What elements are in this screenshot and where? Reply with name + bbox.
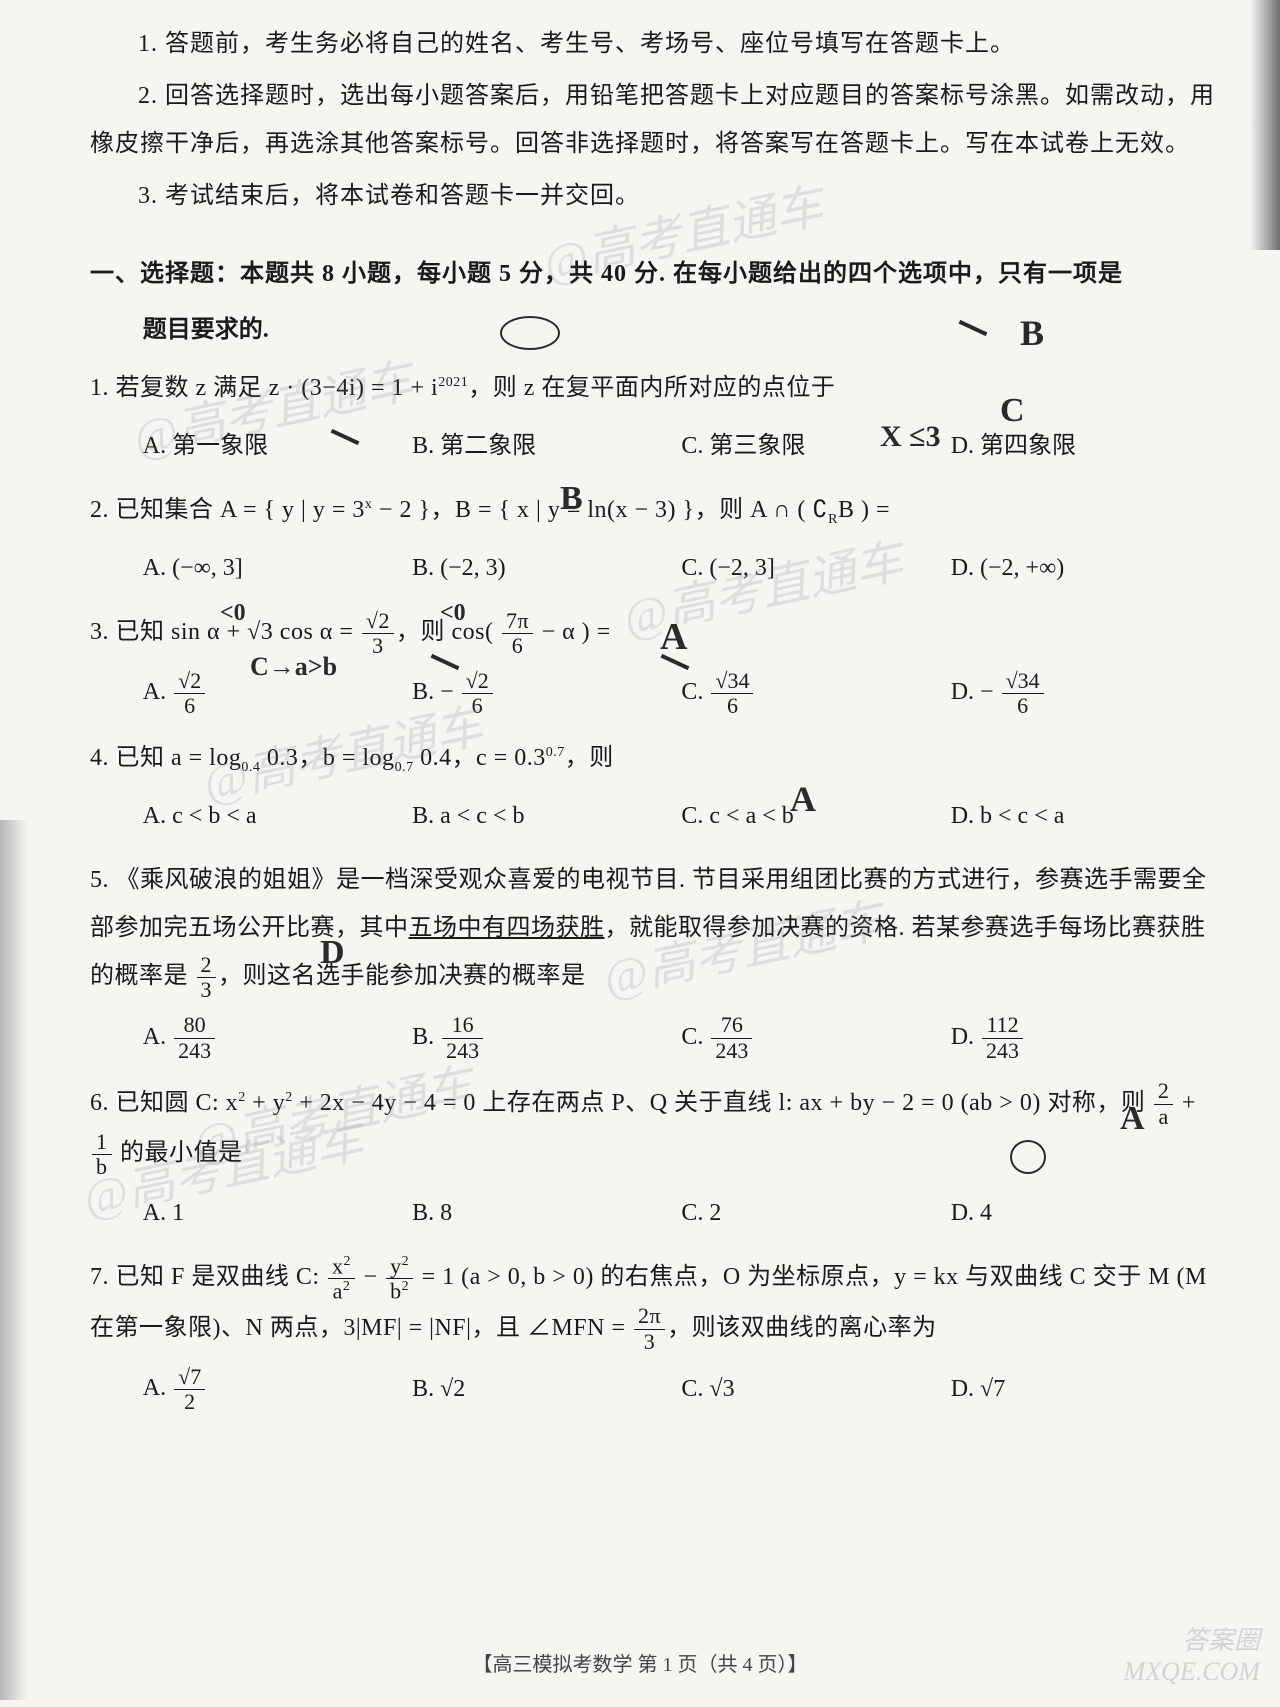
q4-opt-d: D. b < c < a xyxy=(951,786,1220,846)
instruction-3: 3. 考试结束后，将本试卷和答题卡一并交回。 xyxy=(90,172,1220,220)
q1-options: A. 第一象限 B. 第二象限 C. 第三象限 D. 第四象限 xyxy=(143,416,1220,476)
q7-stem: 7. 已知 F 是双曲线 C: x2a2 − y2b2 = 1 (a > 0, … xyxy=(90,1253,1220,1354)
q2-opt-b: B. (−2, 3) xyxy=(412,538,681,598)
q1-opt-b: B. 第二象限 xyxy=(412,416,681,476)
q2-opt-c: C. (−2, 3] xyxy=(681,538,950,598)
q7-opt-a: A. √72 xyxy=(143,1358,412,1420)
q5-stem: 5. 《乘风破浪的姐姐》是一档深受观众喜爱的电视节目. 节目采用组团比赛的方式进… xyxy=(90,856,1220,1002)
q6-opt-b: B. 8 xyxy=(412,1183,681,1243)
q4-options: A. c < b < a B. a < c < b C. c < a < b D… xyxy=(143,786,1220,846)
q6-opt-c: C. 2 xyxy=(681,1183,950,1243)
q2-text: 已知集合 A = { y | y = 3x − 2 }，B = { x | y … xyxy=(116,497,891,523)
q2-options: A. (−∞, 3] B. (−2, 3) C. (−2, 3] D. (−2,… xyxy=(143,538,1220,598)
section-header: 一、选择题：本题共 8 小题，每小题 5 分，共 40 分. 在每小题给出的四个… xyxy=(90,250,1220,298)
q5-opt-c: C. 76243 xyxy=(681,1007,950,1069)
q1-stem: 1. 若复数 z 满足 z · (3−4i) = 1 + i2021，则 z 在… xyxy=(90,364,1220,412)
q3-opt-a: A. √26 xyxy=(143,662,412,724)
q5-text: 《乘风破浪的姐姐》是一档深受观众喜爱的电视节目. 节目采用组团比赛的方式进行，参… xyxy=(90,867,1207,989)
q4-stem: 4. 已知 a = log0.4 0.3，b = log0.7 0.4，c = … xyxy=(90,734,1220,782)
q4-opt-b: B. a < c < b xyxy=(412,786,681,846)
q4-opt-a: A. c < b < a xyxy=(143,786,412,846)
q3-opt-b: B. − √26 xyxy=(412,662,681,724)
q1-text: 若复数 z 满足 z · (3−4i) = 1 + i2021，则 z 在复平面… xyxy=(116,375,836,401)
q7-opt-c: C. √3 xyxy=(681,1359,950,1419)
instruction-2: 2. 回答选择题时，选出每小题答案后，用铅笔把答题卡上对应题目的答案标号涂黑。如… xyxy=(90,72,1220,168)
q7-opt-b: B. √2 xyxy=(412,1359,681,1419)
q5-options: A. 80243 B. 16243 C. 76243 D. 112243 xyxy=(143,1007,1220,1069)
q7-text: 已知 F 是双曲线 C: x2a2 − y2b2 = 1 (a > 0, b >… xyxy=(90,1264,1207,1341)
q5-opt-a: A. 80243 xyxy=(143,1007,412,1069)
section-sub: 题目要求的. xyxy=(143,306,1220,354)
q6-opt-a: A. 1 xyxy=(143,1183,412,1243)
q2-opt-d: D. (−2, +∞) xyxy=(951,538,1220,598)
q5-opt-d: D. 112243 xyxy=(951,1007,1220,1069)
q6-text: 已知圆 C: x2 + y2 + 2x − 4y − 4 = 0 上存在两点 P… xyxy=(90,1090,1196,1166)
exam-page: 1. 答题前，考生务必将自己的姓名、考生号、考场号、座位号填写在答题卡上。 2.… xyxy=(0,0,1280,1460)
page-footer: 【高三模拟考数学 第 1 页（共 4 页）】 xyxy=(0,1648,1280,1677)
q2-opt-a: A. (−∞, 3] xyxy=(143,538,412,598)
q3-opt-d: D. − √346 xyxy=(951,662,1220,724)
q4-opt-c: C. c < a < b xyxy=(681,786,950,846)
q1-opt-c: C. 第三象限 xyxy=(681,416,950,476)
q7-options: A. √72 B. √2 C. √3 D. √7 xyxy=(143,1358,1220,1420)
q3-stem: 3. 已知 sin α + √3 cos α = √23，则 cos( 7π6 … xyxy=(90,608,1220,658)
q7-opt-d: D. √7 xyxy=(951,1359,1220,1419)
q6-options: A. 1 B. 8 C. 2 D. 4 xyxy=(143,1183,1220,1243)
q6-opt-d: D. 4 xyxy=(951,1183,1220,1243)
q1-opt-a: A. 第一象限 xyxy=(143,416,412,476)
instruction-1: 1. 答题前，考生务必将自己的姓名、考生号、考场号、座位号填写在答题卡上。 xyxy=(90,20,1220,68)
q4-text: 已知 a = log0.4 0.3，b = log0.7 0.4，c = 0.3… xyxy=(116,745,614,771)
q2-stem: 2. 已知集合 A = { y | y = 3x − 2 }，B = { x |… xyxy=(90,486,1220,534)
q3-options: A. √26 B. − √26 C. √346 D. − √346 xyxy=(143,662,1220,724)
q5-opt-b: B. 16243 xyxy=(412,1007,681,1069)
q3-opt-c: C. √346 xyxy=(681,662,950,724)
q3-text: 已知 sin α + √3 cos α = √23，则 cos( 7π6 − α… xyxy=(116,619,611,645)
q1-opt-d: D. 第四象限 xyxy=(951,416,1220,476)
q6-stem: 6. 已知圆 C: x2 + y2 + 2x − 4y − 4 = 0 上存在两… xyxy=(90,1079,1220,1179)
